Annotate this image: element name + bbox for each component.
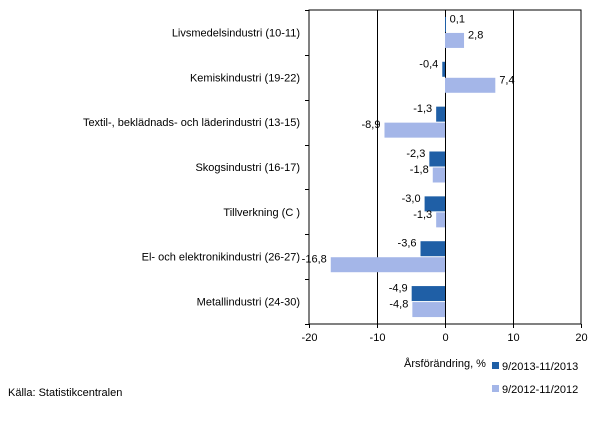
bar-series-1 bbox=[429, 151, 445, 167]
bar-series-2 bbox=[330, 257, 445, 273]
data-label: -1,8 bbox=[410, 164, 429, 176]
data-label: -16,8 bbox=[302, 254, 327, 266]
x-tick-label: -20 bbox=[302, 332, 318, 344]
category-label: Metallindustri (24-30) bbox=[197, 297, 300, 309]
x-tick-label: 0 bbox=[442, 332, 448, 344]
legend-swatch bbox=[492, 362, 499, 369]
legend-swatch bbox=[492, 385, 499, 392]
data-label: 0,1 bbox=[450, 13, 465, 25]
data-label: -2,3 bbox=[406, 148, 425, 160]
category-label: Textil-, beklädnads- och läderindustri (… bbox=[83, 117, 300, 129]
category-label: El- och elektronikindustri (26-27) bbox=[142, 252, 300, 264]
bar-series-1 bbox=[411, 286, 445, 302]
x-tick-label: -10 bbox=[370, 332, 386, 344]
bar-series-2 bbox=[384, 122, 445, 138]
bar-series-2 bbox=[436, 212, 445, 228]
data-label: -1,3 bbox=[413, 103, 432, 115]
bar-series-2 bbox=[445, 32, 465, 48]
bar-series-1 bbox=[420, 241, 445, 257]
data-label: 2,8 bbox=[468, 29, 483, 41]
data-label: -4,9 bbox=[389, 283, 408, 295]
source-note: Källa: Statistikcentralen bbox=[8, 387, 123, 399]
x-tick-label: 10 bbox=[507, 332, 519, 344]
bar-series-1 bbox=[442, 61, 445, 77]
legend-label: 9/2012-11/2012 bbox=[502, 384, 578, 396]
x-axis-label: Årsförändring, % bbox=[404, 357, 486, 370]
data-label: -3,6 bbox=[398, 238, 417, 250]
category-label: Skogsindustri (16-17) bbox=[195, 162, 300, 174]
category-label: Tillverkning (C ) bbox=[223, 207, 300, 219]
data-label: -4,8 bbox=[389, 299, 408, 311]
bar-series-1 bbox=[436, 106, 445, 122]
category-label: Kemiskindustri (19-22) bbox=[190, 72, 300, 84]
bar-series-2 bbox=[412, 302, 445, 318]
data-label: -3,0 bbox=[402, 193, 421, 205]
bar-series-1 bbox=[424, 196, 445, 212]
legend-label: 9/2013-11/2013 bbox=[502, 361, 578, 373]
x-tick-label: 20 bbox=[575, 332, 587, 344]
data-label: 7,4 bbox=[499, 74, 514, 86]
data-label: -0,4 bbox=[419, 58, 438, 70]
bar-series-2 bbox=[432, 167, 445, 183]
bar-series-2 bbox=[445, 77, 496, 93]
category-label: Livsmedelsindustri (10-11) bbox=[172, 27, 300, 39]
data-label: -1,3 bbox=[413, 209, 432, 221]
data-label: -8,9 bbox=[362, 119, 381, 131]
bar-series-1 bbox=[445, 16, 446, 32]
